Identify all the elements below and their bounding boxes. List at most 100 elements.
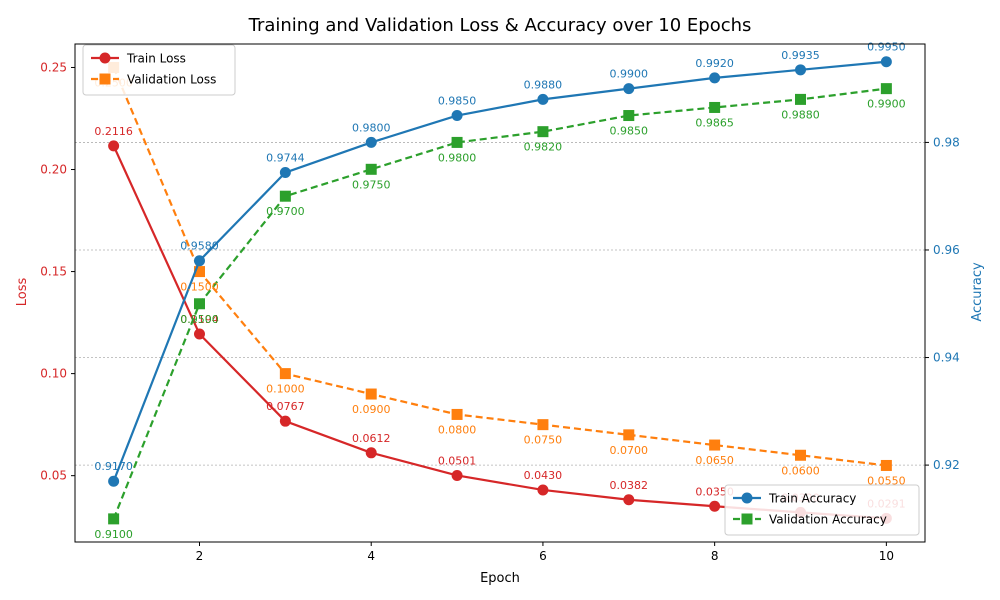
legend-box (82, 44, 236, 96)
data-label: 0.9700 (266, 205, 305, 218)
chart-title: Training and Validation Loss & Accuracy … (248, 15, 752, 36)
data-label: 0.0430 (524, 469, 563, 482)
data-label: 0.9744 (266, 152, 305, 165)
data-label: 0.9800 (438, 151, 477, 164)
data-point (193, 255, 205, 267)
data-label: 0.9170 (94, 460, 133, 473)
data-labels: 0.2116 0.1194 0.0767 0.0612 0.0501 0.0430 0.03… (94, 41, 905, 541)
y-right-tick-label: 0.92 (933, 458, 960, 472)
legend-lower-right: Train Accuracy Validation Accuracy (724, 484, 920, 536)
data-label: 0.0612 (352, 432, 391, 445)
data-point (193, 328, 205, 340)
data-label: 0.0550 (867, 474, 906, 487)
data-point (537, 484, 549, 496)
legends: Train Loss Validation Loss Train Accuracy V… (82, 44, 920, 536)
data-label: 0.9820 (524, 141, 563, 154)
legend-label: Train Loss (126, 52, 186, 66)
data-label: 0.9750 (352, 178, 391, 191)
data-label: 0.9865 (695, 116, 734, 129)
data-label: 0.0650 (695, 454, 734, 467)
x-tick-label: 4 (367, 549, 375, 563)
data-label: 0.0750 (524, 434, 563, 447)
data-point (279, 167, 291, 179)
data-label: 0.9880 (781, 108, 820, 121)
data-point (537, 126, 549, 138)
data-label: 0.2116 (94, 125, 133, 138)
data-point (108, 475, 120, 487)
x-tick-label: 2 (196, 549, 204, 563)
data-point (623, 110, 635, 122)
legend-label: Validation Accuracy (769, 513, 887, 527)
y-left-tick-label: 0.15 (40, 265, 67, 279)
data-point (623, 83, 635, 95)
data-label: 0.0800 (438, 423, 477, 436)
data-point (537, 93, 549, 105)
data-label: 0.0700 (610, 444, 649, 457)
y-axis-left-label: Loss (15, 278, 30, 307)
grid-lines (75, 142, 925, 466)
legend-marker (741, 492, 753, 504)
data-label: 0.0382 (610, 479, 649, 492)
data-point (795, 93, 807, 105)
data-label: 0.0767 (266, 400, 305, 413)
y-right-tick-label: 0.96 (933, 243, 960, 257)
legend-label: Train Accuracy (768, 492, 856, 506)
y-left-tick-label: 0.25 (40, 60, 67, 74)
data-point (709, 439, 721, 451)
data-label: 0.9100 (94, 528, 133, 541)
series-line-2 (112, 67, 887, 467)
legend-marker (741, 513, 753, 525)
data-point (795, 64, 807, 76)
data-label: 0.1000 (266, 383, 305, 396)
data-point (880, 56, 892, 68)
legend-box (724, 484, 920, 536)
axes: 2 4 6 8 10 0.05 0.10 0.15 0.20 0.25 0.92 0.94 0.96 0.… (40, 43, 960, 563)
data-point (795, 449, 807, 461)
data-label: 0.9920 (695, 57, 734, 70)
data-point (880, 83, 892, 95)
series-line-1 (112, 145, 887, 520)
data-label: 0.0501 (438, 454, 477, 467)
data-label: 0.9900 (867, 98, 906, 111)
data-label: 0.1500 (180, 281, 219, 294)
data-label: 0.0600 (781, 464, 820, 477)
data-label: 0.1194 (180, 313, 219, 326)
data-point (365, 136, 377, 148)
data-point (193, 266, 205, 278)
legend-label: Validation Loss (127, 73, 216, 87)
data-label: 0.9580 (180, 240, 219, 253)
x-tick-label: 8 (711, 549, 719, 563)
data-point (880, 459, 892, 471)
data-label: 0.9800 (352, 121, 391, 134)
data-point (365, 388, 377, 400)
data-label: 0.9850 (610, 125, 649, 138)
y-right-tick-label: 0.94 (933, 351, 960, 365)
data-label: 0.9900 (610, 68, 649, 81)
y-left-tick-label: 0.10 (40, 367, 67, 381)
data-point (365, 447, 377, 459)
data-point (108, 140, 120, 152)
data-point (451, 136, 463, 148)
data-point (451, 469, 463, 481)
data-point (279, 415, 291, 427)
data-label: 0.0900 (352, 403, 391, 416)
legend-marker (99, 52, 111, 64)
data-label: 0.9935 (781, 49, 820, 62)
data-label: 0.9950 (867, 41, 906, 54)
x-tick-label: 6 (539, 549, 547, 563)
data-point (279, 368, 291, 380)
y-right-tick-label: 0.98 (933, 135, 960, 149)
data-label: 0.9850 (438, 95, 477, 108)
data-label: 0.9500 (180, 313, 219, 326)
data-point (537, 419, 549, 431)
data-point (709, 72, 721, 84)
data-label: 0.9880 (524, 78, 563, 91)
legend-upper-left: Train Loss Validation Loss (82, 44, 236, 96)
data-point (451, 110, 463, 122)
plot-frame (74, 43, 926, 543)
data-point (108, 513, 120, 525)
x-axis-label: Epoch (480, 571, 520, 586)
y-axis-right-label: Accuracy (970, 262, 985, 322)
series-line-3 (112, 60, 887, 482)
